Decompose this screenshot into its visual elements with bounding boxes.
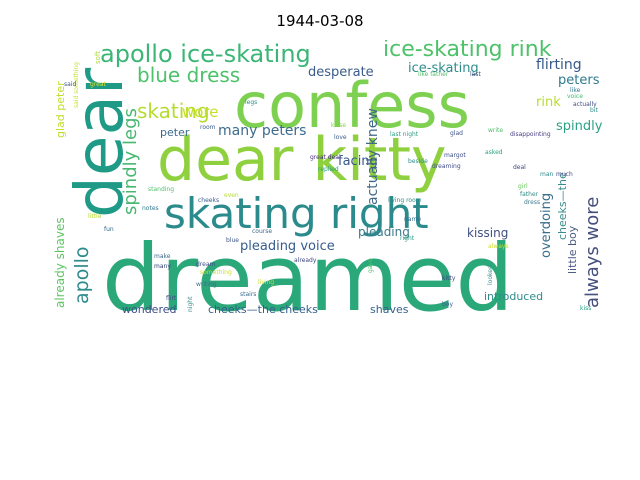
word: blue: [226, 237, 239, 244]
word: last night: [390, 131, 419, 138]
word: looked: [487, 265, 494, 285]
word: cheeks—the: [556, 172, 569, 240]
word: said something: [73, 62, 80, 108]
word-cloud: dreamed dear kitty confess dear skating …: [42, 40, 602, 320]
word: legs: [245, 99, 257, 106]
word: living: [258, 279, 274, 286]
word: blue dress: [137, 63, 240, 87]
word: apollo: [71, 246, 93, 304]
word: flirt: [166, 295, 177, 302]
word: gave: [367, 258, 374, 273]
word: pleading voice: [240, 239, 335, 254]
word: love: [334, 134, 347, 141]
word: girl: [518, 183, 528, 190]
word: deal: [513, 164, 526, 171]
word: already shaves: [53, 217, 67, 308]
word: skating right: [164, 189, 429, 238]
word: kisse: [331, 122, 346, 129]
word-cloud-canvas: dreamed dear kitty confess dear skating …: [53, 40, 602, 320]
word: replied: [318, 166, 339, 173]
word: boy: [442, 301, 453, 308]
word: name: [404, 216, 421, 223]
word: spindly legs: [120, 108, 141, 215]
word: shaves: [370, 303, 409, 316]
word: like father: [418, 71, 449, 78]
word: voice: [567, 93, 583, 100]
word: already: [294, 257, 317, 264]
word: write: [488, 127, 503, 134]
word: kiss: [580, 305, 591, 312]
page-title: 1944-03-08: [276, 12, 364, 30]
word: make: [154, 253, 171, 260]
word: bit: [590, 107, 598, 114]
word: dear: [61, 67, 138, 218]
word: kitty: [442, 275, 456, 282]
word: stairs: [240, 291, 256, 298]
word: disappointing: [510, 131, 551, 138]
word: flirting: [536, 57, 582, 73]
word: always: [488, 243, 509, 250]
word: apollo ice-skating: [100, 40, 311, 68]
word: pleading: [358, 225, 410, 239]
word: kissing: [467, 226, 508, 240]
word: facing: [338, 154, 378, 169]
word: spindly: [556, 119, 602, 134]
word: actually knew: [365, 108, 381, 205]
word: soft: [94, 51, 102, 64]
word: living room: [388, 197, 422, 204]
word: wore: [182, 103, 219, 121]
word: much: [556, 171, 573, 178]
word: skating: [137, 99, 210, 123]
word: peters: [558, 73, 600, 88]
word: something: [200, 269, 232, 276]
word: dreaming: [432, 163, 461, 170]
word: great deal: [310, 154, 341, 161]
word: little boy: [566, 225, 579, 274]
word: even: [224, 192, 239, 199]
word: margot: [444, 152, 466, 159]
word: many peters: [218, 123, 306, 139]
word: standing: [148, 186, 174, 193]
word: rink: [536, 95, 561, 110]
word: many: [154, 263, 171, 270]
word: introduced: [484, 290, 543, 303]
word: always wore: [582, 197, 602, 308]
word: great: [90, 81, 107, 88]
word: confess: [234, 69, 470, 142]
word: desperate: [308, 65, 374, 80]
word: writing: [196, 281, 217, 288]
word: notes: [142, 205, 159, 212]
word: fun: [104, 226, 114, 233]
word: room: [200, 124, 216, 131]
word: glad peter: [54, 81, 67, 138]
word: man: [540, 171, 554, 178]
word: like: [570, 87, 581, 94]
word: ice-skating: [408, 61, 479, 76]
word: overdoing: [539, 193, 554, 258]
word: father: [520, 191, 539, 198]
word: peter: [160, 126, 190, 139]
word: dear kitty: [157, 125, 446, 195]
word: dress: [524, 199, 540, 206]
word: dreamed: [102, 225, 514, 320]
word: asked: [485, 149, 503, 156]
word: dream: [196, 261, 216, 268]
word: night: [187, 296, 194, 312]
word: last: [470, 71, 481, 78]
word: cheeks—the cheeks: [208, 303, 318, 316]
word: actually: [573, 101, 597, 108]
word: said: [64, 81, 76, 88]
word: little: [88, 213, 102, 220]
word: right: [400, 235, 415, 242]
word: cheeks: [198, 197, 219, 204]
word: ice-skating rink: [383, 40, 552, 62]
word: glad: [450, 130, 463, 137]
word: course: [252, 228, 272, 235]
word: beside: [408, 158, 428, 165]
word: wondered: [122, 303, 176, 316]
